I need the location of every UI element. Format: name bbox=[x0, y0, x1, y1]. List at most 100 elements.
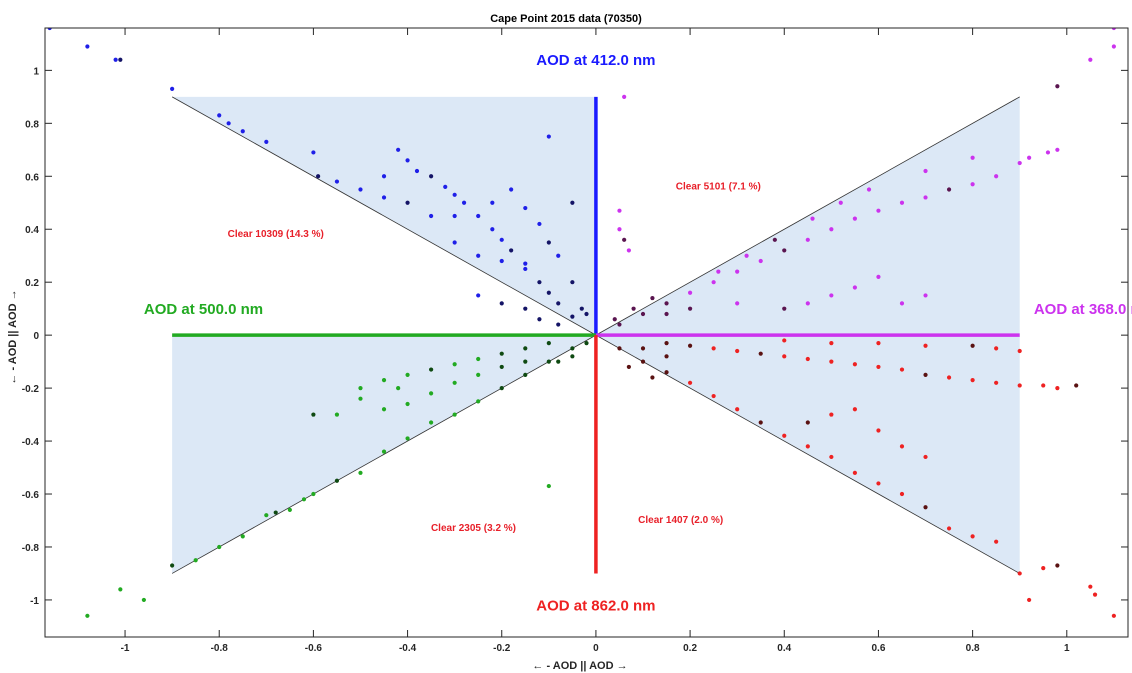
point-lower-right-19 bbox=[711, 393, 716, 399]
point-upper-right-16 bbox=[805, 237, 810, 242]
point-lower-left-1 bbox=[118, 587, 123, 592]
point-upper-left-26 bbox=[537, 280, 542, 285]
point-upper-right-50 bbox=[622, 94, 627, 99]
point-lower-left-3 bbox=[170, 563, 175, 568]
point-upper-right-30 bbox=[805, 301, 810, 306]
point-upper-left-18 bbox=[443, 184, 448, 189]
point-lower-left-36 bbox=[476, 372, 481, 377]
point-lower-right-1 bbox=[1092, 592, 1098, 597]
point-lower-left-12 bbox=[381, 449, 387, 454]
y-tick-label-10: 1 bbox=[33, 66, 39, 77]
point-upper-right-28 bbox=[899, 301, 905, 306]
point-lower-right-30 bbox=[946, 375, 952, 380]
point-upper-right-41 bbox=[970, 155, 975, 160]
point-lower-right-56 bbox=[664, 354, 669, 359]
point-lower-right-21 bbox=[664, 370, 669, 375]
point-lower-right-42 bbox=[664, 340, 669, 346]
point-upper-right-40 bbox=[716, 269, 721, 274]
y-axis-label: ← - AOD || AOD → bbox=[7, 289, 19, 384]
point-upper-right-35 bbox=[866, 187, 872, 192]
point-lower-left-0 bbox=[85, 613, 90, 618]
point-upper-left-16 bbox=[414, 168, 420, 174]
point-upper-left-46 bbox=[556, 253, 561, 258]
point-upper-left-27 bbox=[546, 290, 551, 295]
point-lower-right-16 bbox=[782, 433, 787, 438]
point-lower-right-54 bbox=[899, 444, 905, 449]
point-lower-right-8 bbox=[970, 534, 975, 539]
point-lower-right-12 bbox=[876, 481, 881, 486]
point-upper-left-30 bbox=[546, 134, 551, 139]
point-upper-right-34 bbox=[664, 311, 669, 317]
point-lower-left-32 bbox=[381, 407, 387, 412]
point-upper-right-32 bbox=[735, 301, 740, 306]
point-lower-right-51 bbox=[829, 412, 834, 417]
point-lower-left-28 bbox=[523, 346, 528, 351]
y-tick-label-6: 0.2 bbox=[25, 278, 39, 289]
point-lower-left-5 bbox=[217, 544, 222, 550]
point-lower-right-25 bbox=[1055, 386, 1060, 391]
point-upper-right-1 bbox=[1111, 44, 1116, 49]
x-tick-label-0: -1 bbox=[121, 643, 130, 654]
point-lower-left-6 bbox=[240, 534, 245, 539]
point-upper-right-38 bbox=[772, 237, 777, 242]
chart-title: Cape Point 2015 data (70350) bbox=[490, 13, 642, 25]
point-lower-right-23 bbox=[617, 346, 622, 351]
point-upper-right-27 bbox=[923, 293, 928, 298]
point-upper-left-25 bbox=[523, 261, 528, 266]
point-upper-left-39 bbox=[381, 195, 387, 200]
point-lower-left-23 bbox=[405, 372, 410, 377]
point-upper-right-13 bbox=[876, 208, 881, 213]
point-upper-left-38 bbox=[405, 200, 410, 205]
point-lower-right-20 bbox=[687, 380, 693, 385]
y-tick-label-9: 0.8 bbox=[25, 119, 39, 130]
scatter-points bbox=[47, 28, 1116, 618]
point-lower-left-38 bbox=[499, 364, 504, 370]
point-lower-right-31 bbox=[923, 372, 928, 377]
point-upper-right-36 bbox=[838, 200, 843, 205]
point-upper-left-6 bbox=[226, 121, 231, 126]
point-lower-left-4 bbox=[193, 558, 198, 563]
point-lower-left-13 bbox=[405, 436, 410, 441]
band-label-0: AOD at 412.0 nm bbox=[536, 52, 655, 69]
point-upper-right-46 bbox=[626, 248, 631, 253]
point-lower-left-30 bbox=[334, 412, 340, 417]
point-upper-right-11 bbox=[923, 195, 928, 200]
point-upper-left-12 bbox=[358, 187, 363, 192]
point-lower-right-58 bbox=[626, 364, 631, 370]
diagonal-line-upper-left bbox=[171, 96, 597, 336]
point-upper-right-10 bbox=[946, 187, 952, 192]
point-lower-right-37 bbox=[782, 354, 787, 359]
point-lower-right-27 bbox=[1017, 383, 1022, 388]
point-lower-right-40 bbox=[711, 346, 716, 351]
x-tick-label-10: 1 bbox=[1064, 643, 1070, 654]
point-upper-right-39 bbox=[744, 253, 749, 258]
point-upper-right-5 bbox=[1045, 150, 1051, 155]
point-lower-left-44 bbox=[584, 340, 589, 346]
band-label-2: AOD at 368.0 nm bbox=[1034, 301, 1132, 318]
point-upper-right-2 bbox=[1088, 57, 1093, 62]
point-upper-left-47 bbox=[570, 280, 575, 285]
point-lower-left-31 bbox=[311, 412, 316, 417]
x-tick-label-4: -0.2 bbox=[493, 643, 511, 654]
point-lower-left-42 bbox=[556, 359, 561, 364]
point-lower-right-9 bbox=[946, 526, 952, 531]
y-tick-label-0: -1 bbox=[30, 596, 39, 607]
x-tick-label-6: 0.2 bbox=[683, 643, 697, 654]
point-upper-left-2 bbox=[113, 57, 118, 62]
point-upper-left-17 bbox=[429, 174, 434, 179]
band-label-1: AOD at 500.0 nm bbox=[144, 301, 263, 318]
clear-label-1: Clear 5101 (7.1 %) bbox=[676, 182, 761, 193]
point-lower-right-46 bbox=[923, 343, 928, 348]
point-upper-left-22 bbox=[490, 227, 495, 232]
point-lower-right-50 bbox=[852, 407, 857, 412]
point-upper-right-22 bbox=[664, 301, 669, 306]
point-upper-right-49 bbox=[650, 295, 655, 301]
point-lower-right-48 bbox=[829, 340, 834, 346]
band-label-3: AOD at 862.0 nm bbox=[536, 598, 655, 615]
x-tick-label-7: 0.4 bbox=[777, 643, 791, 654]
point-upper-right-26 bbox=[852, 285, 857, 290]
point-lower-left-26 bbox=[476, 356, 481, 362]
point-lower-right-44 bbox=[994, 346, 999, 351]
plot-frame bbox=[44, 27, 1129, 638]
